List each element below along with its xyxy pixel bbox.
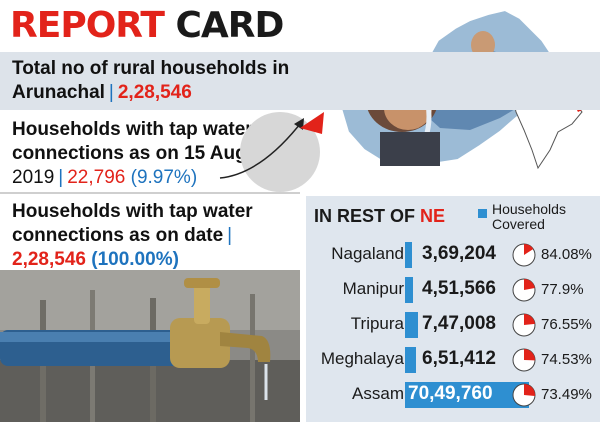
pie-uncovered-slice xyxy=(524,314,535,325)
panel-heading-ne: NE xyxy=(420,206,446,226)
tap-2019-percent: (9.97%) xyxy=(130,167,198,188)
rural-households-label-2: Arunachal xyxy=(12,82,105,103)
pointer-graphic xyxy=(219,112,324,192)
ne-row: Manipur 4,51,566 77.9% xyxy=(306,275,600,305)
coverage-pie xyxy=(512,348,536,372)
pie-uncovered-slice xyxy=(524,349,536,361)
households-bar xyxy=(405,347,416,373)
legend-label-1: Households xyxy=(492,201,566,217)
ne-row: Tripura 7,47,008 76.55% xyxy=(306,310,600,340)
pie-uncovered-slice xyxy=(524,244,534,255)
rural-households-label: Total no of rural households in xyxy=(12,58,290,79)
coverage-pie xyxy=(512,243,536,267)
title-word-report: REPORT xyxy=(10,5,165,46)
state-label: Manipur xyxy=(342,279,404,298)
separator: | xyxy=(227,225,233,246)
title-word-card: CARD xyxy=(175,5,285,46)
coverage-pie xyxy=(512,313,536,337)
panel-heading: IN REST OF NE xyxy=(314,206,445,227)
households-value: 3,69,204 xyxy=(422,243,496,264)
ne-row: Nagaland 3,69,204 84.08% xyxy=(306,240,600,270)
pie-uncovered-slice xyxy=(524,384,535,397)
households-value: 7,47,008 xyxy=(422,313,496,334)
ne-row: Meghalaya 6,51,412 74.53% xyxy=(306,345,600,375)
state-label: Meghalaya xyxy=(320,349,404,368)
tap-2019-label-1: Households with tap water xyxy=(12,119,253,140)
households-value: 70,49,760 xyxy=(408,383,493,404)
coverage-percent: 73.49% xyxy=(541,386,592,403)
households-bar xyxy=(405,242,412,268)
ne-states-panel: IN REST OF NE Households Covered Nagalan… xyxy=(306,196,600,422)
tap-now-value: 2,28,546 xyxy=(12,249,86,270)
coverage-pie xyxy=(512,278,536,302)
pie-uncovered-slice xyxy=(524,279,535,290)
rural-households-stat: Total no of rural households in Arunacha… xyxy=(12,57,289,105)
tap-now-label-2: connections as on date xyxy=(12,225,224,246)
coverage-percent: 77.9% xyxy=(541,281,584,298)
tap-2019-label-3: 2019 xyxy=(12,167,55,188)
coverage-percent: 76.55% xyxy=(541,316,592,333)
coverage-percent: 84.08% xyxy=(541,246,592,263)
tap-2019-label-2: connections as on 15 Aug xyxy=(12,143,247,164)
page-title: REPORT CARD xyxy=(10,4,285,48)
tap-2019-stat: Households with tap water connections as… xyxy=(12,118,253,190)
tap-now-label-1: Households with tap water xyxy=(12,201,253,222)
legend: Households Covered xyxy=(492,202,566,232)
panel-heading-prefix: IN REST OF xyxy=(314,206,416,226)
state-label: Nagaland xyxy=(331,244,404,263)
rural-households-band xyxy=(0,52,600,110)
legend-label-2: Covered xyxy=(492,216,545,232)
households-value: 6,51,412 xyxy=(422,348,496,369)
coverage-pie xyxy=(512,383,536,407)
tap-now-percent: (100.00%) xyxy=(91,249,179,270)
rural-households-value: 2,28,546 xyxy=(117,82,192,103)
households-bar xyxy=(405,312,418,338)
state-label: Tripura xyxy=(350,314,404,333)
households-bar xyxy=(405,382,529,408)
tap-now-stat: Households with tap water connections as… xyxy=(12,200,253,272)
state-label: Assam xyxy=(352,384,404,403)
households-value: 4,51,566 xyxy=(422,278,496,299)
separator: | xyxy=(108,82,114,103)
tap-2019-value: 22,796 xyxy=(67,167,126,188)
water-tap-photo xyxy=(0,270,300,422)
coverage-percent: 74.53% xyxy=(541,351,592,368)
legend-swatch xyxy=(478,209,487,218)
separator: | xyxy=(58,167,64,188)
divider xyxy=(0,192,300,194)
households-bar xyxy=(405,277,413,303)
ne-row: Assam 70,49,760 73.49% xyxy=(306,380,600,410)
